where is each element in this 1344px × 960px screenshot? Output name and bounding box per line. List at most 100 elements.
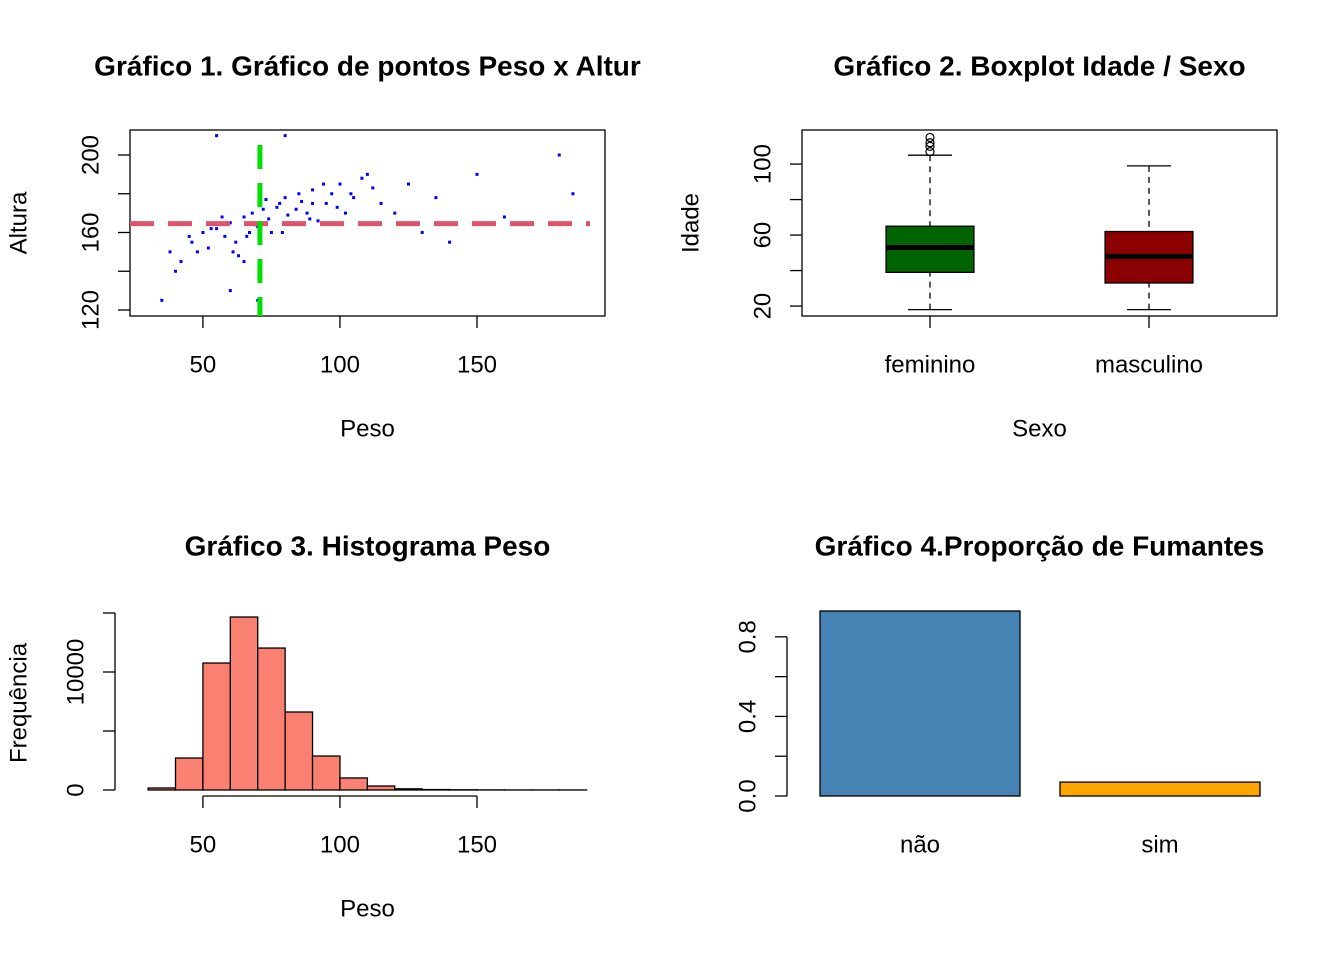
point <box>571 192 575 196</box>
point <box>228 289 232 293</box>
y-axis-label: Altura <box>5 191 32 254</box>
point <box>286 213 290 217</box>
point <box>338 182 342 186</box>
y-tick-label: 200 <box>77 135 104 175</box>
histogram-bar <box>202 662 231 791</box>
histogram-bar <box>174 757 204 791</box>
y-axis-label: Idade <box>677 193 704 253</box>
y-tick-label: 60 <box>749 222 776 249</box>
bar <box>1059 781 1261 797</box>
x-tick-label: feminino <box>885 351 976 378</box>
y-tick-label: 0 <box>62 783 89 796</box>
histogram-bar <box>284 711 314 791</box>
x-tick-label: masculino <box>1095 351 1203 378</box>
point <box>300 199 304 203</box>
x-axis-label: Sexo <box>1012 415 1067 442</box>
point <box>160 298 164 302</box>
point <box>275 205 279 209</box>
x-tick-label: 100 <box>320 831 360 858</box>
point <box>264 198 268 202</box>
y-tick-label: 120 <box>77 290 104 330</box>
point <box>349 192 353 196</box>
y-tick-label: 100 <box>749 144 776 184</box>
point <box>557 153 561 157</box>
point <box>502 215 506 219</box>
point <box>248 230 252 234</box>
point <box>223 234 227 238</box>
point <box>448 240 452 244</box>
point <box>195 250 199 254</box>
point <box>311 201 315 205</box>
y-tick-label: 0.0 <box>734 779 761 812</box>
point <box>343 211 347 215</box>
point <box>261 207 265 211</box>
point <box>280 230 284 234</box>
point <box>190 240 194 244</box>
outlier <box>925 147 935 157</box>
y-axis-label: Frequência <box>5 642 32 763</box>
y-tick-label: 160 <box>77 212 104 252</box>
x-axis-label: Peso <box>340 415 395 442</box>
point <box>231 250 235 254</box>
point <box>330 192 334 196</box>
point <box>173 269 177 273</box>
y-tick-label: 0.8 <box>734 620 761 653</box>
x-tick-label: 50 <box>190 831 217 858</box>
x-axis-label: Peso <box>340 895 395 922</box>
outlier <box>925 141 935 151</box>
point <box>250 211 254 215</box>
point <box>379 201 383 205</box>
point <box>393 211 397 215</box>
point <box>283 134 287 138</box>
x-tick-label: 100 <box>320 351 360 378</box>
point <box>228 221 232 225</box>
point <box>420 230 424 234</box>
point <box>322 182 326 186</box>
point <box>294 207 298 211</box>
point <box>305 211 309 215</box>
point <box>220 215 224 219</box>
point <box>242 260 246 264</box>
point <box>278 201 282 205</box>
histogram-bar <box>257 647 286 791</box>
outlier <box>925 138 935 148</box>
bar <box>819 610 1021 797</box>
point <box>475 172 479 176</box>
point <box>269 230 273 234</box>
histogram-bar <box>147 787 177 791</box>
point <box>234 240 238 244</box>
point <box>245 234 249 238</box>
y-tick-label: 20 <box>749 293 776 320</box>
point <box>179 260 183 264</box>
point <box>371 186 375 190</box>
point <box>242 215 246 219</box>
point <box>283 196 287 200</box>
histogram-bar <box>366 785 396 791</box>
histogram-bar <box>229 616 259 791</box>
point <box>215 227 219 231</box>
point <box>201 230 205 234</box>
point <box>206 246 210 250</box>
point <box>316 219 320 223</box>
point <box>267 217 271 221</box>
point <box>352 196 356 200</box>
x-tick-label: sim <box>1141 831 1178 858</box>
x-tick-label: 50 <box>190 351 217 378</box>
point <box>168 250 172 254</box>
point <box>297 192 301 196</box>
point <box>311 188 315 192</box>
point <box>187 234 191 238</box>
x-tick-label: não <box>900 831 940 858</box>
x-tick-label: 150 <box>457 831 497 858</box>
x-tick-label: 150 <box>457 351 497 378</box>
plot-frame <box>801 129 1278 317</box>
y-tick-label: 0.4 <box>734 700 761 733</box>
chart-title: Gráfico 3. Histograma Peso <box>185 530 551 561</box>
point <box>209 227 213 231</box>
point <box>406 182 410 186</box>
point <box>324 201 328 205</box>
point <box>308 217 312 221</box>
y-tick-label: 10000 <box>62 639 89 706</box>
histogram-bar <box>339 777 369 791</box>
